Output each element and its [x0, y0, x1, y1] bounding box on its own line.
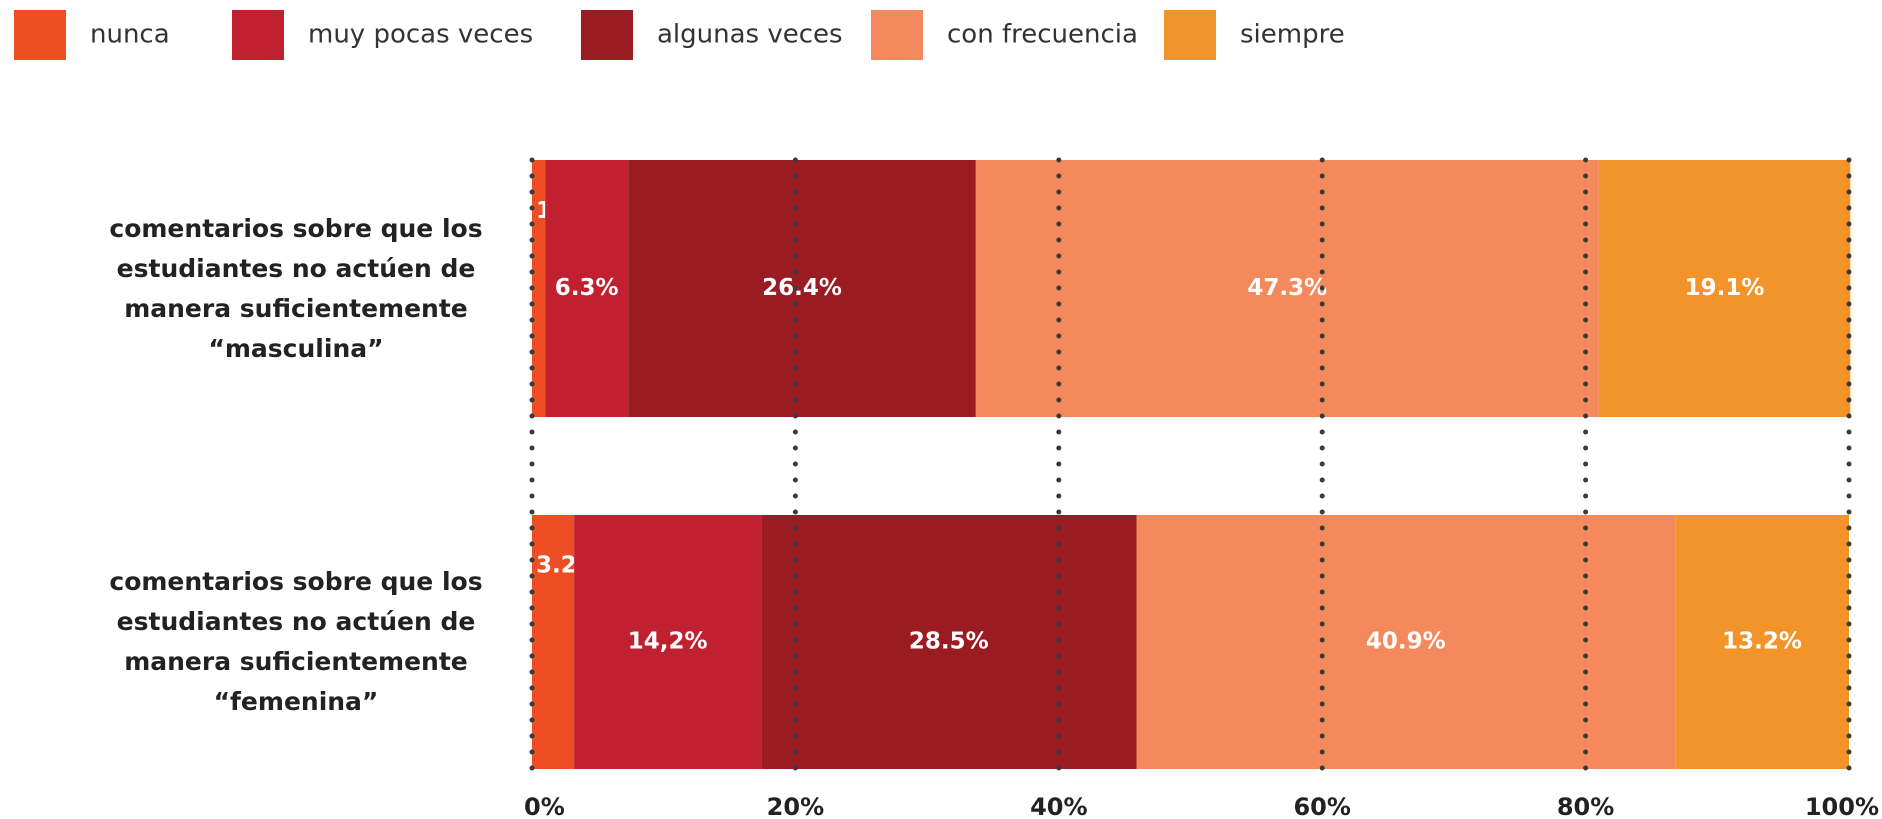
legend-swatch: [581, 10, 633, 60]
legend-label: siempre: [1240, 20, 1345, 50]
legend-swatch: [871, 10, 923, 60]
legend-swatch: [14, 10, 66, 60]
bar-segment: [975, 160, 1599, 417]
legend-label: algunas veces: [657, 20, 843, 50]
legend-swatch: [1164, 10, 1216, 60]
bar-segment: [628, 160, 976, 417]
bar-segment: [574, 515, 762, 769]
value-label: 6.3%: [555, 275, 619, 301]
value-label: 19.1%: [1685, 275, 1765, 301]
bar-segment: [532, 160, 546, 417]
category-label: comentarios sobre que los estudiantes no…: [109, 567, 483, 716]
bar-segment: [545, 160, 629, 417]
x-tick-label: 20%: [767, 793, 824, 819]
legend-label: con frecuencia: [947, 20, 1138, 50]
category-label: comentarios sobre que los estudiantes no…: [109, 213, 483, 363]
legend-label: nunca: [90, 20, 170, 50]
x-tick-label: 40%: [1030, 793, 1087, 819]
bar-segment: [1598, 160, 1851, 417]
value-label: 28.5%: [909, 629, 989, 655]
value-label: 14,2%: [628, 629, 708, 655]
value-label: 26.4%: [762, 275, 842, 301]
x-tick-label: 100%: [1805, 793, 1879, 819]
value-label: 47.3%: [1247, 275, 1327, 301]
value-label: 13.2%: [1722, 629, 1802, 655]
x-tick-label: 60%: [1293, 793, 1350, 819]
bar-segment: [1675, 515, 1849, 769]
bar-segment: [532, 515, 575, 769]
value-label: 40.9%: [1366, 629, 1446, 655]
legend-label: muy pocas veces: [308, 20, 533, 50]
bar-segment: [761, 515, 1137, 769]
legend-swatch: [232, 10, 284, 60]
x-tick-label: 80%: [1557, 793, 1614, 819]
x-tick-label: 0%: [524, 793, 565, 819]
